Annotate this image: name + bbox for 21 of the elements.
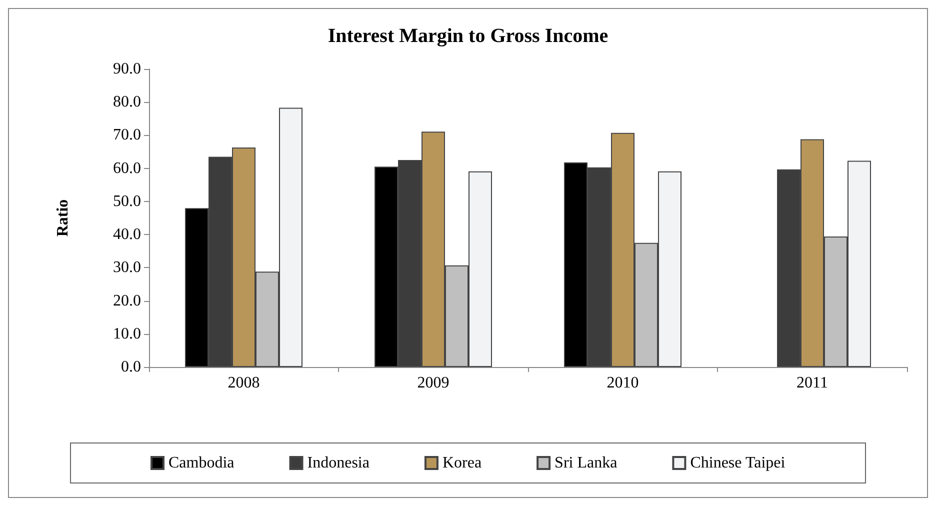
y-tick-label: 40.0 [113, 226, 141, 244]
chart-title: Interest Margin to Gross Income [328, 25, 608, 47]
x-tick-label: 2011 [796, 374, 828, 392]
x-tick-label: 2009 [417, 374, 450, 392]
y-tick-label: 0.0 [121, 358, 141, 376]
y-tick-label: 90.0 [113, 60, 141, 78]
x-tick-label: 2010 [606, 374, 639, 392]
y-tick-label: 20.0 [113, 292, 141, 310]
y-axis-title: Ratio [54, 199, 72, 237]
y-tick-label: 30.0 [113, 259, 141, 276]
x-tick-label: 2008 [228, 374, 260, 392]
y-tick-label: 70.0 [113, 126, 141, 144]
legend-label: Sri Lanka [554, 454, 618, 472]
legend-label: Chinese Taipei [690, 454, 786, 472]
legend-label: Indonesia [307, 454, 370, 472]
y-tick-label: 60.0 [113, 160, 141, 177]
y-tick-label: 10.0 [113, 325, 141, 342]
y-tick-label: 50.0 [113, 192, 141, 210]
y-tick-label: 80.0 [113, 94, 141, 111]
legend-label: Cambodia [168, 454, 234, 472]
legend-label: Korea [442, 454, 482, 472]
